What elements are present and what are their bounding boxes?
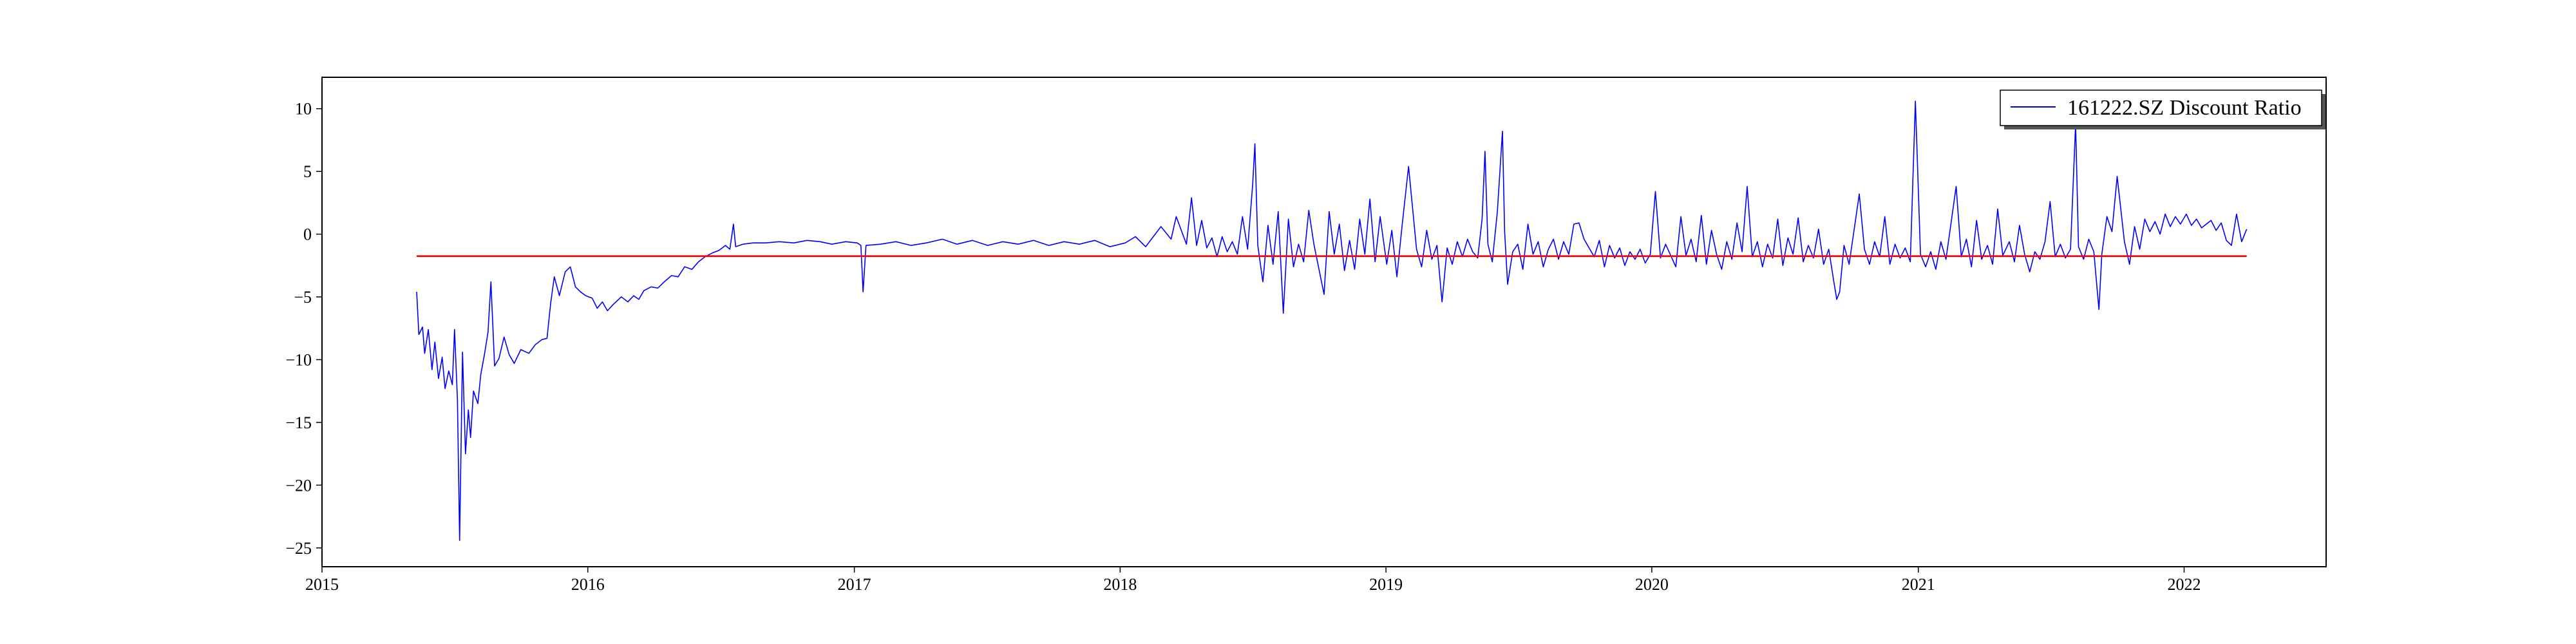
axes-frame [321, 77, 2327, 567]
y-axis: 10 5 0 −5 −10 −15 −20 −25 [285, 100, 322, 558]
x-tick-label: 2022 [2167, 575, 2201, 594]
x-tick-label: 2017 [838, 575, 871, 594]
legend-label: 161222.SZ Discount Ratio [2067, 96, 2302, 120]
x-axis: 2015 2016 2017 2018 2019 2020 2021 2022 [305, 567, 2201, 594]
x-tick-label: 2018 [1103, 575, 1137, 594]
y-tick-label: −5 [294, 288, 312, 307]
legend: 161222.SZ Discount Ratio [2000, 90, 2325, 129]
y-tick-label: −20 [285, 476, 312, 495]
x-tick-label: 2019 [1369, 575, 1403, 594]
x-tick-label: 2016 [571, 575, 605, 594]
y-tick-label: −25 [285, 539, 312, 558]
y-tick-label: 5 [303, 162, 312, 181]
legend-box [2000, 90, 2322, 126]
x-tick-label: 2020 [1635, 575, 1669, 594]
y-tick-label: 10 [295, 100, 312, 118]
y-tick-label: −15 [285, 413, 312, 432]
x-tick-label: 2021 [1902, 575, 1935, 594]
plot-area [416, 100, 2248, 541]
y-tick-label: 0 [303, 225, 312, 244]
series-line-discount-ratio [416, 100, 2248, 541]
x-tick-label: 2015 [305, 575, 339, 594]
y-tick-label: −10 [285, 350, 312, 369]
